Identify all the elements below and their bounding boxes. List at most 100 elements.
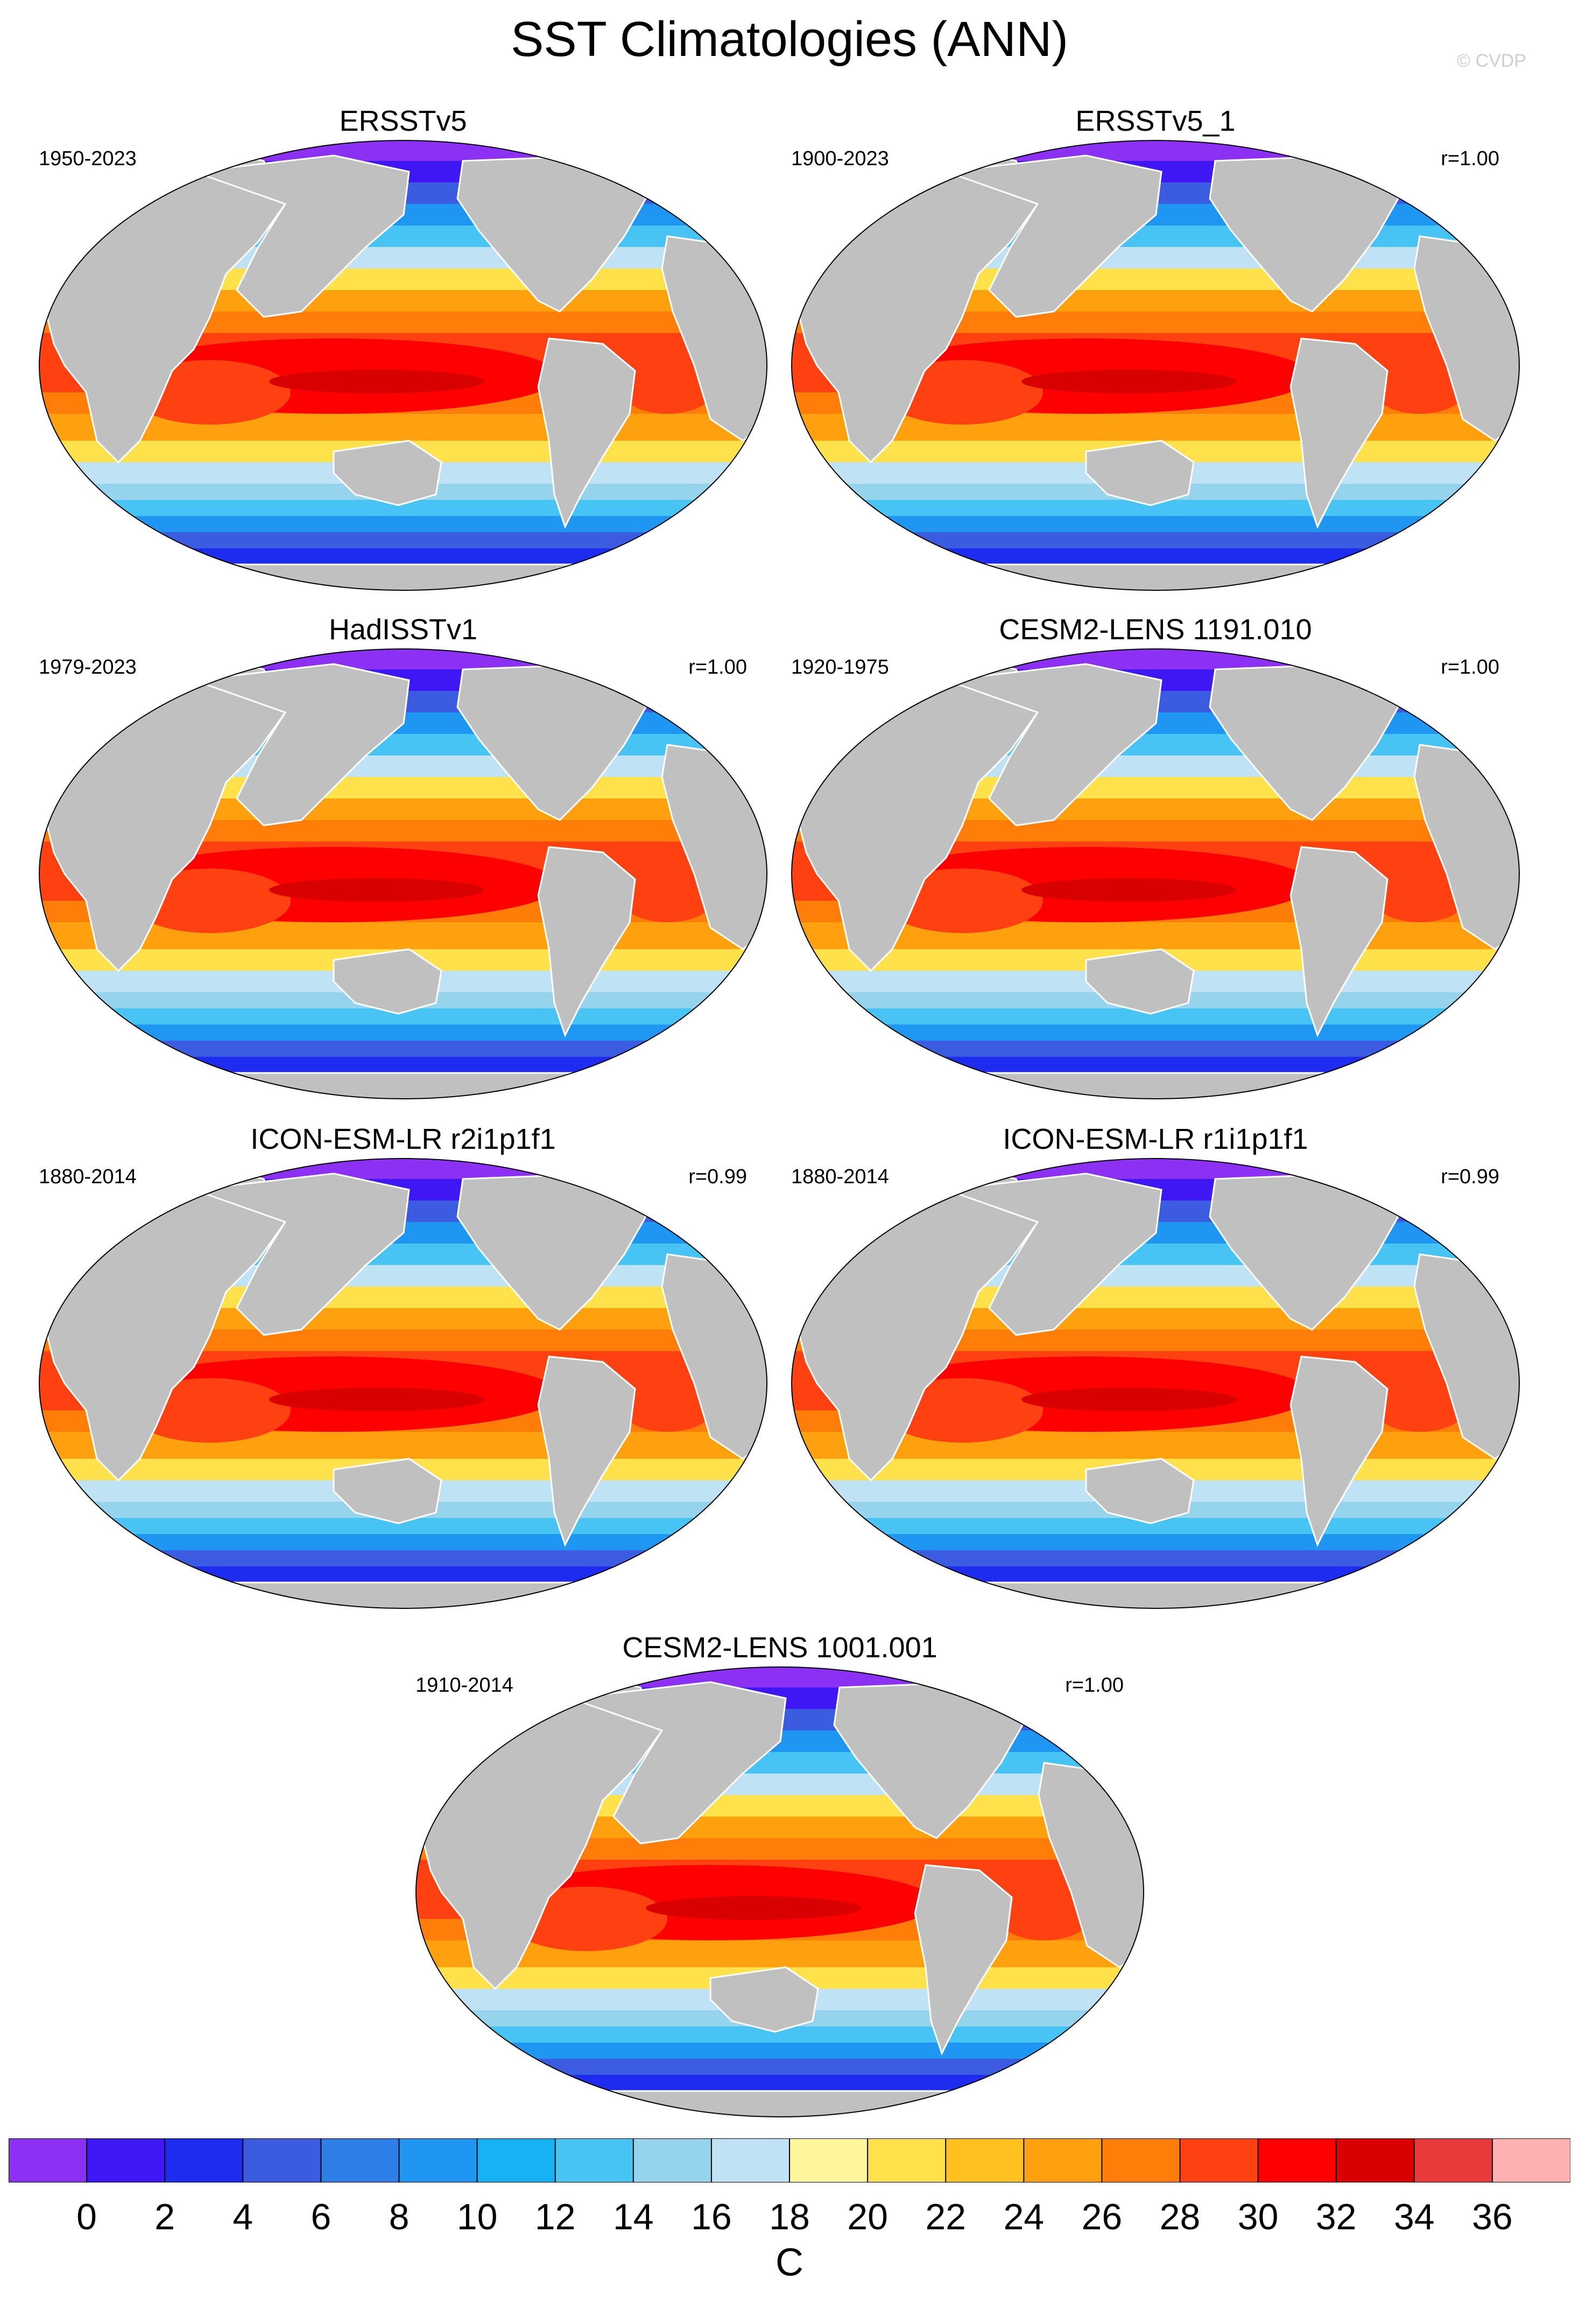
sst-band (792, 649, 1519, 669)
colorbar-tick-label: 10 (456, 2196, 498, 2237)
colorbar-tick-label: 22 (925, 2196, 966, 2237)
sst-band (416, 2059, 1144, 2075)
map-panel: ERSSTv5_1 1900-2023 r=1.00 (785, 105, 1526, 591)
colorbar-swatch (789, 2138, 869, 2182)
land-mass (39, 1581, 767, 1608)
land-mass (792, 1581, 1519, 1608)
sst-map (39, 648, 767, 1099)
sst-map (791, 1158, 1520, 1609)
map-panel: CESM2-LENS 1001.001 1910-2014 r=1.00 (409, 1631, 1151, 2117)
sst-map (39, 140, 767, 591)
panel-pattern-correlation: r=0.99 (688, 1165, 747, 1188)
sst-band (416, 2075, 1144, 2091)
colorbar-swatch (1101, 2138, 1181, 2182)
colorbar-swatch (476, 2138, 556, 2182)
colorbar-tick-label: 36 (1472, 2196, 1513, 2237)
warm-pool (1021, 370, 1237, 393)
colorbar-swatch (9, 2138, 88, 2182)
sst-band (39, 1159, 767, 1179)
land-mass (193, 663, 410, 827)
sst-band (39, 1550, 767, 1566)
sst-band (416, 1940, 1144, 1967)
land-mass (946, 1172, 1162, 1336)
colorbar-swatch (1257, 2138, 1337, 2182)
map-outline (39, 1158, 767, 1609)
warm-pool (269, 370, 484, 393)
land-mass (946, 154, 1162, 318)
land-mass (792, 1072, 1519, 1099)
colorbar-swatch (164, 2138, 244, 2182)
warm-pool (1371, 1378, 1468, 1432)
map-outline (39, 648, 767, 1099)
warm-pool (1021, 1388, 1237, 1411)
map-outline (791, 648, 1520, 1099)
panel-title: HadISSTv1 (328, 613, 478, 646)
map-outline (791, 140, 1520, 591)
sst-band (39, 548, 767, 564)
panel-pattern-correlation: r=1.00 (1065, 1674, 1124, 1697)
colorbar-swatch (554, 2138, 635, 2182)
sst-band (39, 1057, 767, 1073)
land-mass (333, 440, 442, 506)
colorbar-swatch (945, 2138, 1025, 2182)
sst-band (792, 1057, 1519, 1073)
sst-band (39, 1041, 767, 1057)
sst-band (792, 532, 1519, 548)
panel-title: ERSSTv5 (339, 105, 467, 137)
panel-period: 1920-1975 (791, 656, 889, 679)
colorbar-tick-label: 34 (1393, 2196, 1435, 2237)
land-mass (709, 1966, 819, 2033)
warm-pool (646, 1896, 861, 1920)
colorbar-tick-label: 8 (389, 2196, 410, 2237)
sst-band (39, 1432, 767, 1459)
sst-band (792, 1432, 1519, 1459)
sst-band (792, 1041, 1519, 1057)
sst-band (39, 1566, 767, 1583)
land-mass (1289, 1355, 1388, 1547)
land-mass (914, 1864, 1013, 2055)
map-outline (415, 1666, 1144, 2117)
panel-pattern-correlation: r=1.00 (1441, 656, 1499, 679)
sst-band (416, 1667, 1144, 1687)
map-panel: CESM2-LENS 1191.010 1920-1975 r=1.00 (785, 613, 1526, 1099)
colorbar-swatch (710, 2138, 791, 2182)
colorbar-swatch (867, 2138, 947, 2182)
colorbar-tick-label: 32 (1315, 2196, 1357, 2237)
colorbar-tick-label: 0 (76, 2196, 97, 2237)
sst-band (792, 922, 1519, 949)
land-mass (333, 1458, 442, 1524)
sst-band (39, 1025, 767, 1041)
colorbar-swatch (632, 2138, 713, 2182)
land-mass (39, 563, 767, 590)
figure-title: SST Climatologies (ANN) (510, 12, 1069, 67)
sst-band (39, 532, 767, 548)
panel-pattern-correlation: r=1.00 (1441, 147, 1499, 170)
sst-band (39, 140, 767, 161)
panel-title: ERSSTv5_1 (1075, 105, 1236, 137)
sst-band (792, 140, 1519, 161)
land-mass (1289, 337, 1388, 529)
sst-band (792, 1550, 1519, 1566)
cvdp-watermark: © CVDP (1457, 51, 1526, 71)
sst-band (792, 1566, 1519, 1583)
colorbar-tick-label: 24 (1003, 2196, 1045, 2237)
colorbar-swatch (1413, 2138, 1493, 2182)
land-mass (537, 337, 636, 529)
sst-band (416, 2043, 1144, 2059)
land-mass (193, 154, 410, 318)
panel-period: 1880-2014 (791, 1165, 889, 1188)
colorbar (9, 2138, 1570, 2182)
colorbar-tick-label: 18 (769, 2196, 810, 2237)
map-panel: ERSSTv5 1950-2023 (32, 105, 774, 591)
colorbar-tick-label: 6 (311, 2196, 332, 2237)
panel-pattern-correlation: r=1.00 (688, 656, 747, 679)
warm-pool (269, 878, 484, 902)
land-mass (1085, 948, 1195, 1015)
land-mass (333, 948, 442, 1015)
sst-band (792, 548, 1519, 564)
panel-title: ICON-ESM-LR r2i1p1f1 (250, 1123, 556, 1155)
sst-band (792, 414, 1519, 441)
land-mass (1289, 846, 1388, 1037)
sst-band (39, 516, 767, 532)
colorbar-tick-label: 26 (1081, 2196, 1123, 2237)
